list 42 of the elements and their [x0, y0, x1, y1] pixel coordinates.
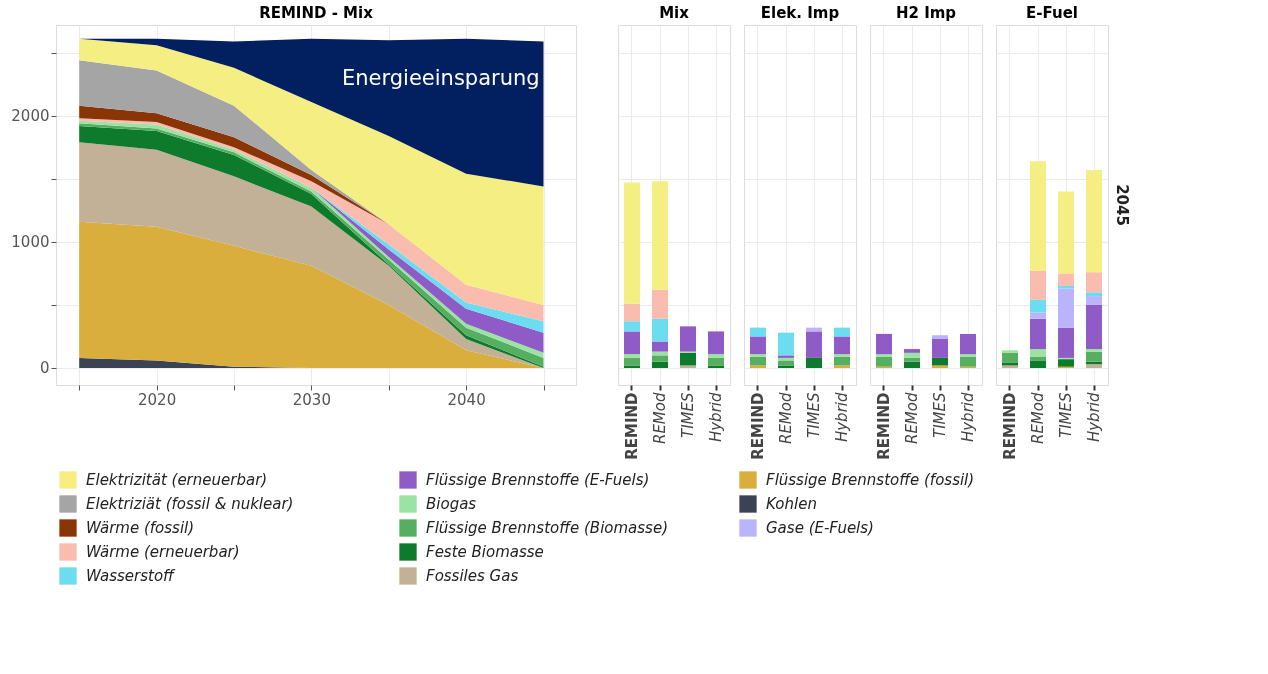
x-tick-label: REMod: [651, 392, 669, 445]
legend-label: Flüssige Brennstoffe (E-Fuels): [426, 471, 650, 489]
x-tick-label: Hybrid: [833, 392, 851, 443]
y-tick-label: 2000: [11, 107, 50, 126]
legend-label: Feste Biomasse: [426, 543, 544, 561]
x-tick-label: Hybrid: [707, 392, 725, 443]
x-tick-label: Hybrid: [1085, 392, 1103, 443]
legend-label: Flüssige Brennstoffe (Biomasse): [426, 519, 669, 537]
chart-title: Elek. Imp: [760, 4, 840, 22]
x-tick-label: 2030: [292, 390, 331, 409]
legend-label: Gase (E-Fuels): [766, 519, 874, 537]
y-tick-label: 0: [39, 359, 50, 378]
legend-label: Wärme (erneuerbar): [86, 543, 240, 561]
x-tick-label: TIMES: [805, 392, 823, 439]
x-tick-label: 2020: [138, 390, 177, 409]
x-tick-label: REMod: [1029, 392, 1047, 445]
legend-label: Wasserstoff: [86, 567, 177, 585]
legend-label: Elektriziät (fossil & nuklear): [86, 495, 294, 513]
x-tick-label: 2040: [447, 390, 486, 409]
x-tick-label: Hybrid: [959, 392, 977, 443]
legend-label: Elektrizität (erneuerbar): [86, 471, 268, 489]
chart-title: REMIND - Mix: [259, 4, 374, 22]
legend-label: Fossiles Gas: [426, 567, 519, 585]
annotation: Energieeinsparung: [341, 66, 540, 90]
x-tick-label: REMIND: [749, 392, 767, 460]
x-tick-label: TIMES: [679, 392, 697, 439]
x-tick-label: TIMES: [1057, 392, 1075, 439]
x-tick-label: TIMES: [931, 392, 949, 439]
chart-title: E-Fuel: [1026, 4, 1078, 22]
legend-label: Flüssige Brennstoffe (fossil): [766, 471, 975, 489]
text: 2045: [1113, 184, 1131, 226]
x-tick-label: REMod: [903, 392, 921, 445]
x-tick-label: REMIND: [1001, 392, 1019, 460]
chart-title: Mix: [659, 4, 690, 22]
legend-label: Kohlen: [766, 495, 817, 513]
chart-title: H2 Imp: [895, 4, 957, 22]
y-tick-label: 1000: [11, 233, 50, 252]
legend-label: Wärme (fossil): [86, 519, 195, 537]
x-tick-label: REMIND: [875, 392, 893, 460]
x-tick-label: REMIND: [623, 392, 641, 460]
legend-label: Biogas: [426, 495, 477, 513]
x-tick-label: REMod: [777, 392, 795, 445]
